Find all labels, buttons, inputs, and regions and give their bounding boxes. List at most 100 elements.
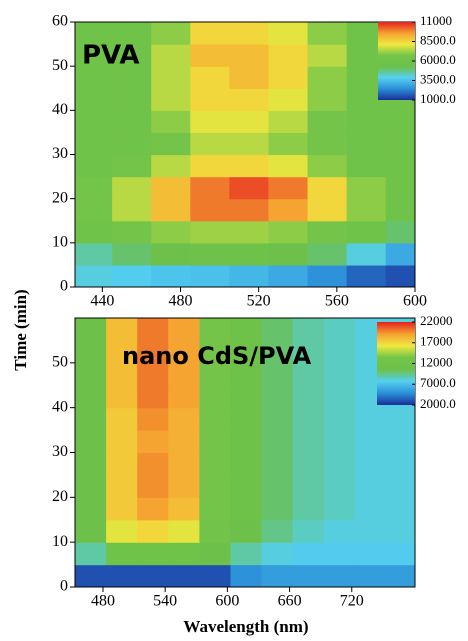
heat-cell [75, 340, 107, 364]
heat-cell [385, 110, 415, 134]
colorbar-label: 17000 [420, 334, 453, 349]
heat-cell [190, 110, 230, 134]
heat-cell [137, 340, 169, 364]
heat-cell [75, 318, 107, 342]
y-tick-label: 50 [52, 57, 68, 74]
heat-cell [229, 242, 270, 266]
heat-cell [75, 430, 107, 454]
y-tick-label: 0 [60, 278, 68, 295]
heat-cell [292, 430, 325, 454]
heat-cell [385, 452, 415, 476]
heat-cell [75, 407, 107, 431]
heat-cell [106, 362, 138, 386]
heat-cell [168, 474, 200, 498]
heat-cell [346, 132, 387, 156]
heat-cell [292, 474, 325, 498]
heat-cell [268, 22, 309, 45]
heat-cell [385, 154, 415, 178]
heat-cell [199, 340, 232, 364]
heat-cell [168, 318, 200, 342]
heat-cell [230, 452, 263, 476]
heat-cell [292, 542, 325, 566]
heat-cell [323, 497, 356, 521]
heat-cell [346, 242, 387, 266]
heat-cell [261, 407, 294, 431]
heat-cell [229, 198, 270, 222]
heat-cell [385, 176, 415, 200]
heat-cell [75, 452, 107, 476]
heat-cell [261, 340, 294, 364]
heat-cell [106, 385, 138, 409]
x-tick-label: 520 [247, 293, 271, 310]
heat-cell [151, 44, 191, 67]
heat-cell [137, 474, 169, 498]
heat-cell [199, 430, 232, 454]
heat-cell [112, 264, 152, 287]
heat-cell [323, 385, 356, 409]
heat-cell [75, 242, 113, 266]
colorbar-label: 3500.0 [420, 71, 456, 86]
heat-cell [346, 110, 387, 134]
heat-cell [75, 22, 113, 45]
heat-cell [168, 542, 200, 566]
heat-cell [323, 340, 356, 364]
heat-cell [75, 264, 113, 287]
heat-cell [230, 318, 263, 342]
heat-cell [151, 198, 191, 222]
heat-cell [230, 430, 263, 454]
heat-cell [230, 519, 263, 543]
heat-cell [168, 497, 200, 521]
heat-cell [354, 430, 387, 454]
heat-cell [323, 474, 356, 498]
heat-cell [75, 542, 107, 566]
heat-cell [106, 497, 138, 521]
heat-cell [75, 385, 107, 409]
colorbar-label: 11000 [420, 13, 452, 28]
heat-cell [137, 497, 169, 521]
heat-cell [268, 88, 309, 111]
heat-cell [151, 154, 191, 178]
heat-cell [323, 407, 356, 431]
heat-cell [199, 519, 232, 543]
heat-cell [168, 407, 200, 431]
heat-cell [292, 407, 325, 431]
heat-cell [354, 497, 387, 521]
colorbar-label: 2000.0 [420, 396, 456, 411]
heat-cell [323, 318, 356, 342]
heat-cell [106, 519, 138, 543]
heat-cell [199, 385, 232, 409]
heat-cell [323, 564, 356, 587]
heat-cell [168, 340, 200, 364]
heat-cell [354, 519, 387, 543]
heat-cell [151, 220, 191, 244]
heat-cell [385, 407, 415, 431]
y-tick-label: 10 [52, 234, 68, 251]
heat-cell [151, 176, 191, 200]
heat-cell [307, 176, 348, 200]
heat-cell [106, 542, 138, 566]
heat-cell [106, 564, 138, 587]
heat-cell [323, 362, 356, 386]
y-tick-label: 20 [52, 488, 68, 505]
heat-cell [229, 264, 270, 287]
heat-cell [346, 220, 387, 244]
heat-cell [106, 407, 138, 431]
colorbar-label: 6000.0 [420, 52, 456, 67]
y-tick-label: 40 [52, 101, 68, 118]
heat-cell [307, 44, 348, 67]
heat-cell [190, 66, 230, 89]
heat-cell [307, 132, 348, 156]
heat-cell [354, 542, 387, 566]
heat-cell [261, 542, 294, 566]
heat-cell [199, 452, 232, 476]
heat-cell [268, 176, 309, 200]
heat-cell [75, 497, 107, 521]
heat-cell [385, 132, 415, 156]
heat-cell [190, 44, 230, 67]
heat-cell [261, 385, 294, 409]
heat-cell [268, 242, 309, 266]
heat-cell [385, 474, 415, 498]
heat-cell [385, 497, 415, 521]
heat-cell [261, 497, 294, 521]
heat-cell [112, 242, 152, 266]
